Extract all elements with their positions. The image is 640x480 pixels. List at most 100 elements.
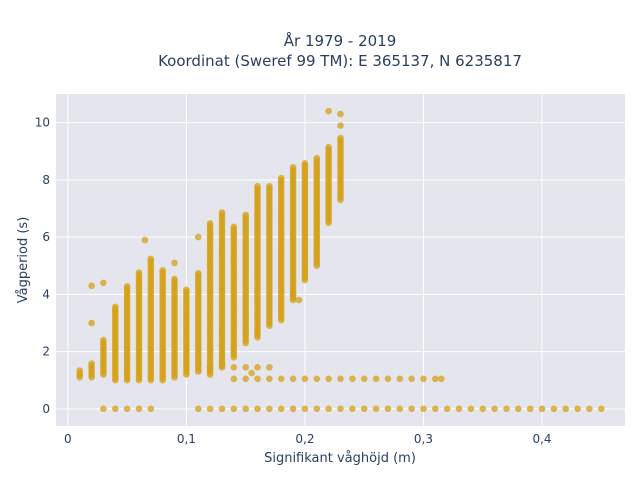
y-tick-label: 2 — [42, 345, 50, 359]
data-point — [438, 375, 445, 383]
data-point — [230, 405, 238, 413]
data-point — [230, 375, 238, 383]
data-point — [455, 405, 463, 413]
data-point — [183, 286, 190, 294]
data-point — [254, 364, 261, 371]
data-point — [432, 405, 439, 413]
data-point — [301, 160, 309, 167]
data-point — [277, 174, 285, 182]
y-tick-label: 8 — [42, 173, 50, 187]
data-point — [218, 209, 226, 216]
data-point — [266, 405, 273, 413]
data-point — [100, 336, 107, 344]
data-point — [396, 375, 404, 383]
chart-title-line2: Koordinat (Sweref 99 TM): E 365137, N 62… — [158, 52, 522, 70]
data-point — [432, 375, 439, 383]
data-point — [313, 154, 321, 162]
data-point — [396, 405, 404, 413]
x-tick-label: 0,4 — [532, 432, 551, 446]
data-point — [337, 122, 344, 129]
data-point — [337, 110, 344, 118]
data-point — [147, 405, 155, 413]
data-point — [88, 282, 95, 290]
data-point — [408, 405, 415, 413]
data-point — [230, 364, 238, 371]
x-tick-label: 0,1 — [177, 432, 196, 446]
data-point — [88, 319, 95, 327]
data-point — [289, 405, 297, 413]
data-point — [562, 405, 569, 413]
data-point — [88, 360, 95, 367]
data-point — [141, 236, 149, 244]
data-point — [313, 405, 321, 413]
data-point — [384, 375, 392, 383]
data-point — [230, 223, 238, 231]
data-point — [242, 211, 249, 219]
data-point — [195, 269, 202, 277]
data-point — [384, 405, 392, 413]
data-point — [206, 405, 214, 413]
data-point — [295, 296, 303, 304]
data-point — [301, 375, 309, 383]
data-point — [206, 364, 214, 371]
data-point — [100, 279, 107, 287]
y-tick-label: 0 — [42, 402, 50, 416]
data-point — [289, 375, 297, 383]
data-point — [123, 405, 131, 413]
data-point — [135, 405, 143, 413]
data-point — [574, 405, 581, 413]
data-point — [171, 259, 178, 267]
data-point — [325, 405, 332, 413]
data-point — [526, 405, 534, 413]
data-point — [443, 405, 451, 413]
y-tick-labels: 0 2 4 6 8 10 — [35, 116, 50, 416]
data-point — [325, 107, 332, 115]
chart-title-line1: År 1979 - 2019 — [284, 31, 397, 50]
data-point — [337, 405, 344, 413]
data-point — [218, 405, 226, 413]
x-tick-label: 0 — [64, 432, 72, 446]
data-point — [372, 375, 380, 383]
data-point — [254, 375, 261, 383]
data-point — [420, 405, 427, 413]
data-point — [254, 405, 261, 413]
data-point — [277, 405, 285, 413]
data-point — [266, 375, 273, 383]
data-point — [171, 275, 178, 283]
data-point — [467, 405, 475, 413]
data-point — [420, 375, 427, 383]
x-axis-label: Signifikant våghöjd (m) — [264, 451, 416, 466]
y-axis-label: Vågperiod (s) — [16, 217, 31, 304]
data-point — [301, 405, 309, 413]
data-points — [76, 107, 605, 413]
data-point — [337, 134, 344, 142]
data-point — [372, 405, 380, 413]
data-point — [266, 182, 273, 190]
data-point — [313, 375, 321, 383]
data-point — [218, 364, 226, 371]
data-point — [147, 255, 155, 263]
y-tick-label: 4 — [42, 287, 50, 301]
data-point — [349, 375, 356, 383]
data-point — [408, 375, 415, 383]
data-point — [337, 375, 344, 383]
data-point — [242, 405, 249, 413]
data-point — [123, 283, 131, 290]
data-point — [242, 375, 249, 383]
data-point — [598, 405, 605, 413]
data-point — [550, 405, 558, 413]
data-point — [112, 303, 119, 311]
data-point — [112, 405, 119, 413]
data-point — [515, 405, 522, 413]
data-point — [349, 405, 356, 413]
data-point — [277, 375, 285, 383]
y-tick-label: 6 — [42, 230, 50, 244]
data-point — [289, 164, 297, 171]
x-tick-label: 0,2 — [295, 432, 314, 446]
data-point — [325, 143, 332, 151]
data-point — [100, 405, 107, 413]
y-tick-label: 10 — [35, 116, 50, 130]
x-tick-label: 0,3 — [414, 432, 433, 446]
data-point — [360, 375, 368, 383]
data-point — [195, 233, 202, 241]
